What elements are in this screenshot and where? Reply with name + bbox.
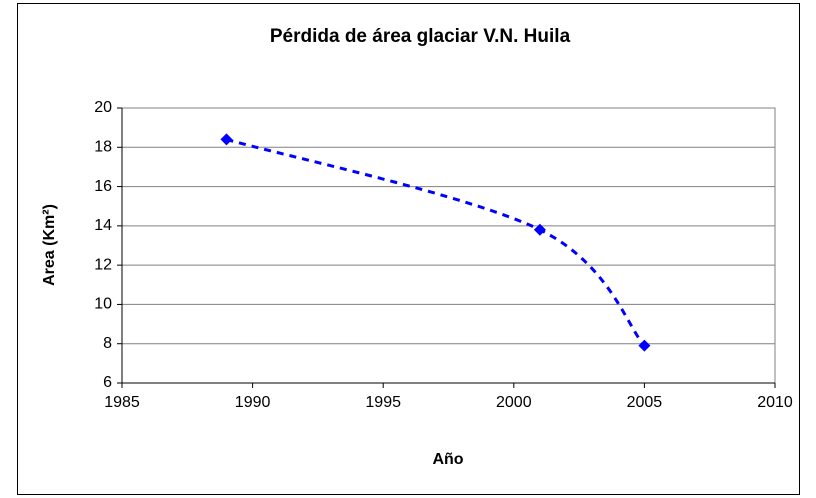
y-tick-label: 6 xyxy=(103,374,112,391)
y-axis-label: Area (Km²) xyxy=(41,204,58,286)
point xyxy=(220,133,233,146)
y-tick-label: 20 xyxy=(94,99,112,116)
x-tick-label: 1985 xyxy=(104,394,140,411)
x-tick-label: 2010 xyxy=(757,394,793,411)
x-tick-label: 2000 xyxy=(496,394,532,411)
plot-area xyxy=(121,107,776,384)
x-axis-label: Año xyxy=(432,451,463,468)
point xyxy=(638,339,651,352)
x-tick-label: 1995 xyxy=(365,394,401,411)
y-tick-label: 16 xyxy=(94,178,112,195)
y-tick-label: 12 xyxy=(94,256,112,273)
x-tick-label: 1990 xyxy=(235,394,271,411)
y-tick-label: 10 xyxy=(94,296,112,313)
y-tick-label: 8 xyxy=(103,335,112,352)
chart-title: Pérdida de área glaciar V.N. Huila xyxy=(270,26,571,47)
series-line xyxy=(226,137,646,347)
y-tick-label: 14 xyxy=(94,217,112,234)
x-tick-label: 2005 xyxy=(627,394,663,411)
point xyxy=(533,223,546,236)
y-tick-label: 18 xyxy=(94,139,112,156)
